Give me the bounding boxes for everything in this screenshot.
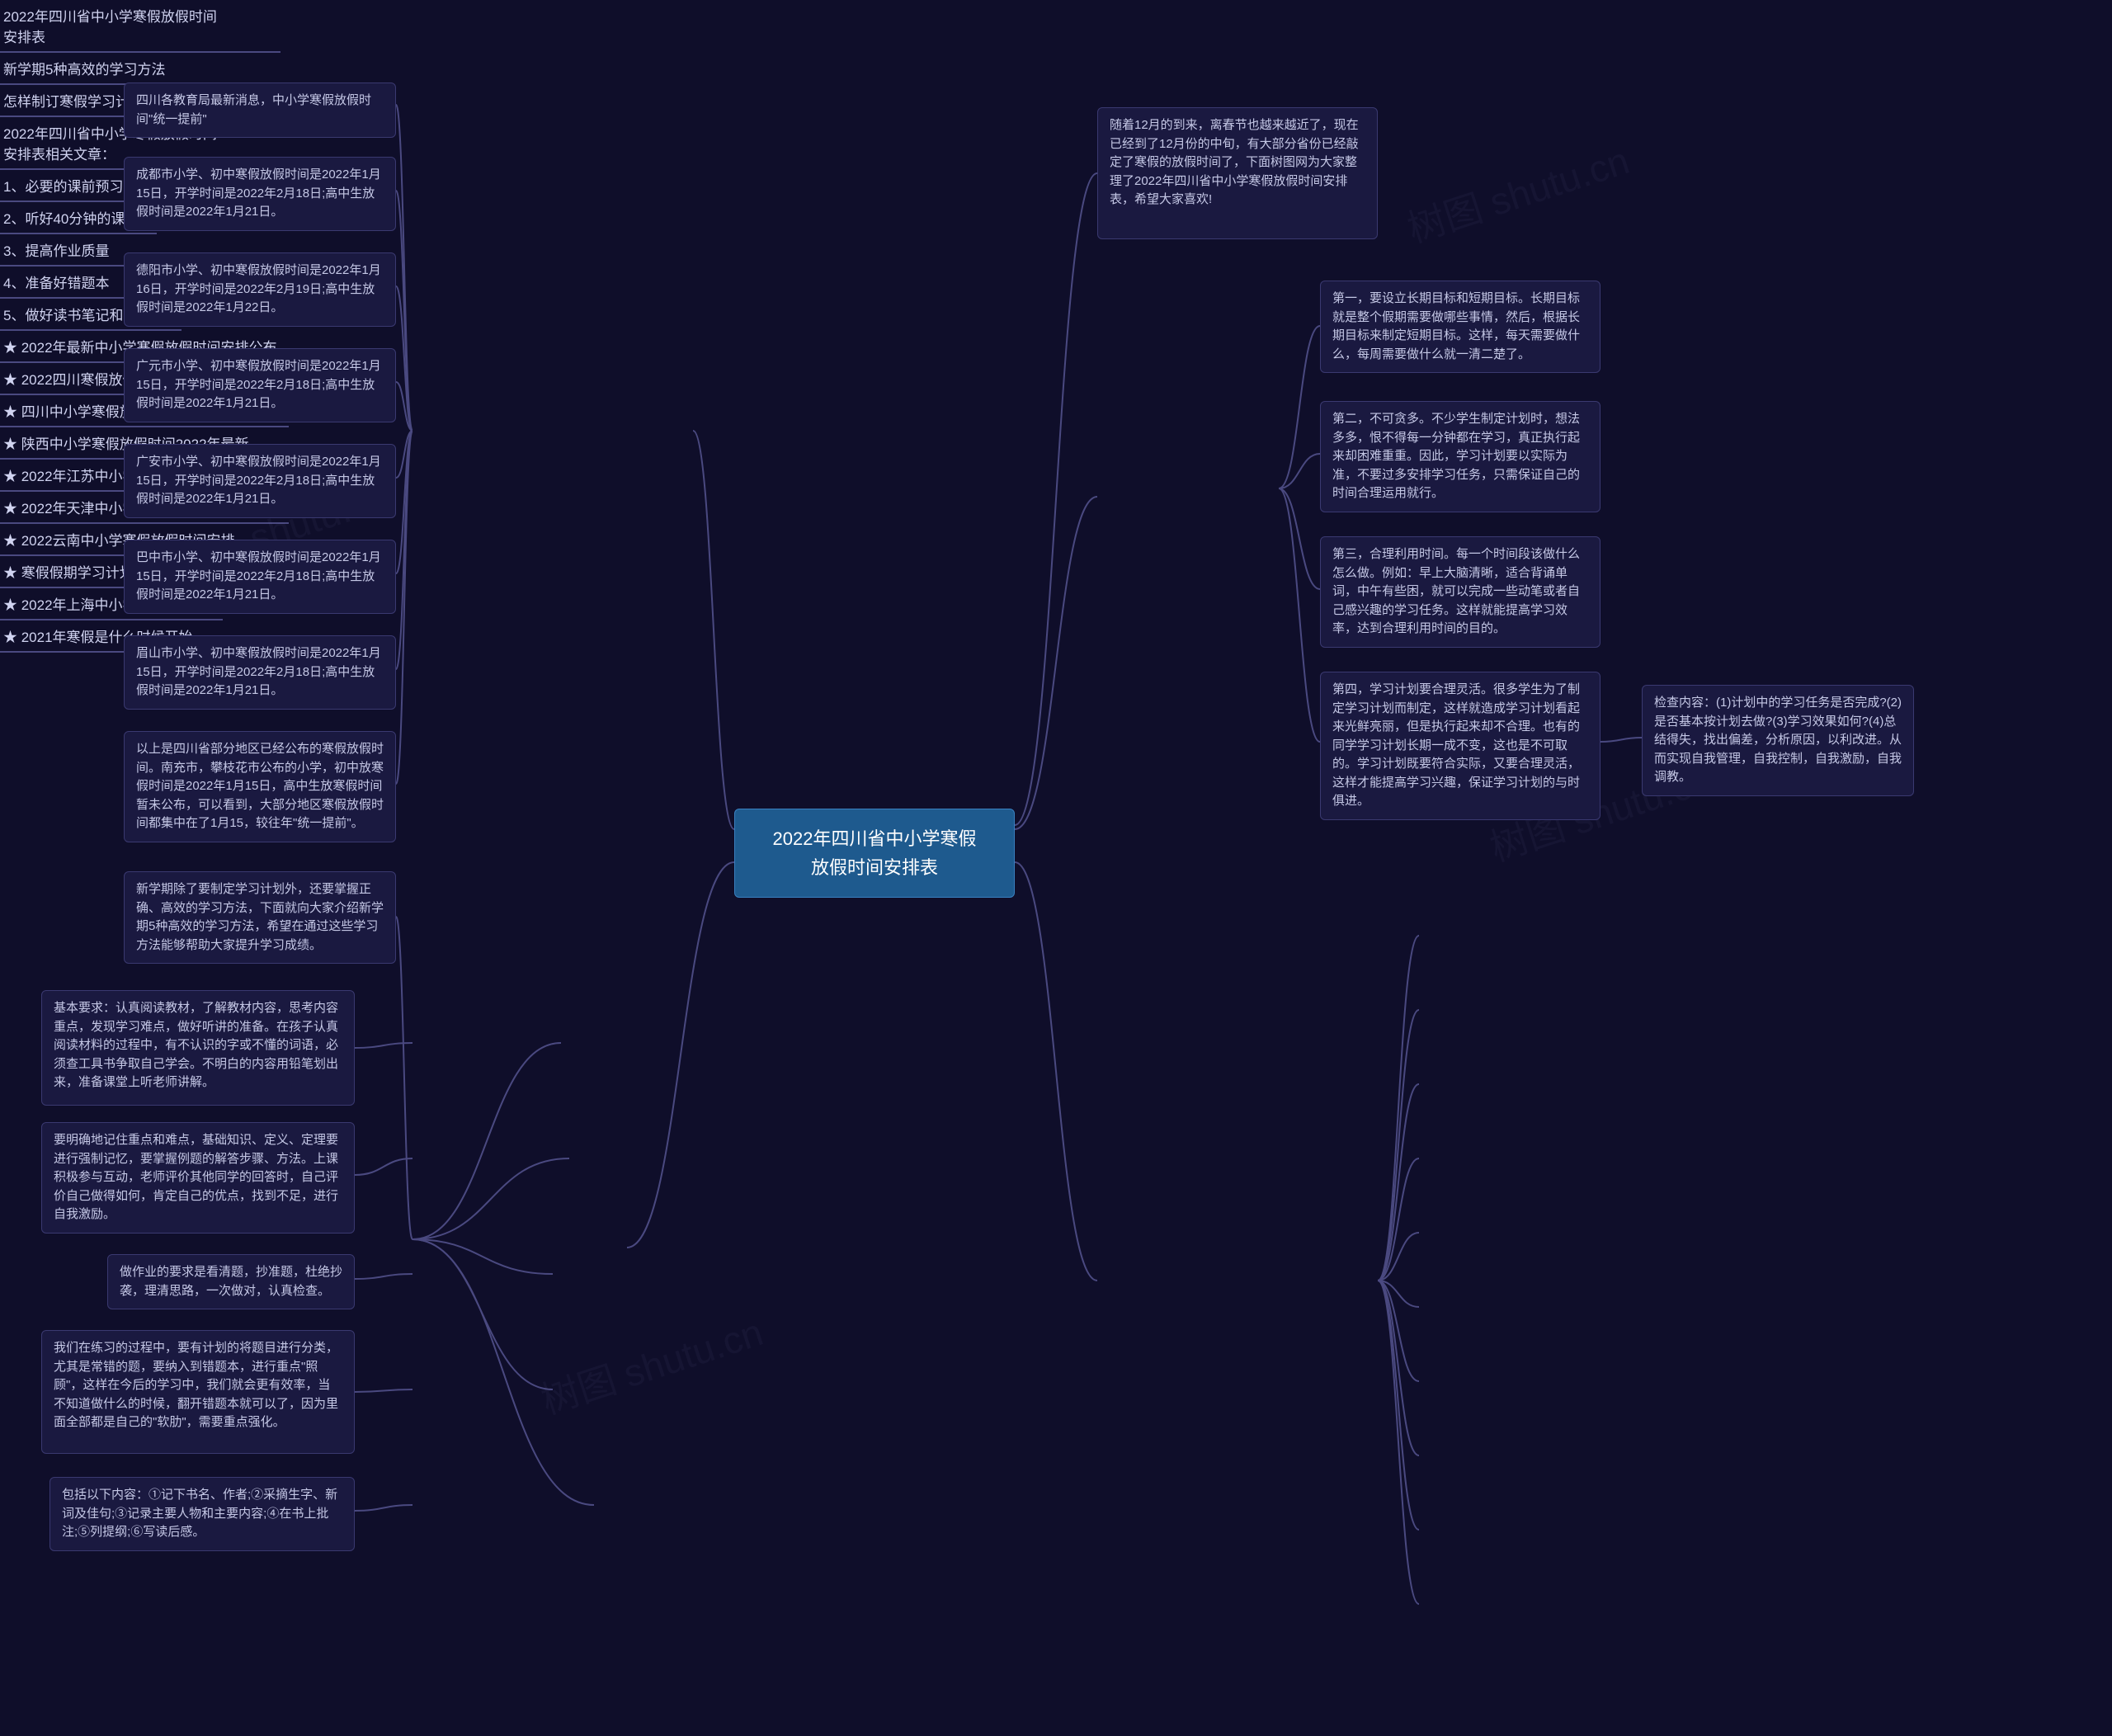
b1-leaf-4: 广安市小学、初中寒假放假时间是2022年1月15日，开学时间是2022年2月18… (124, 444, 396, 518)
central-node: 2022年四川省中小学寒假 放假时间安排表 (734, 809, 1015, 898)
b2-leaf-4: 包括以下内容：①记下书名、作者;②采摘生字、新词及佳句;③记录主要人物和主要内容… (50, 1477, 355, 1551)
b2-intro: 新学期除了要制定学习计划外，还要掌握正确、高效的学习方法，下面就向大家介绍新学期… (124, 871, 396, 964)
b1-leaf-0: 四川各教育局最新消息，中小学寒假放假时间"统一提前" (124, 83, 396, 138)
b1-leaf-7: 以上是四川省部分地区已经公布的寒假放假时间。南充市，攀枝花市公布的小学，初中放寒… (124, 731, 396, 842)
b2-leaf-2: 做作业的要求是看清题，抄准题，杜绝抄袭，理清思路，一次做对，认真检查。 (107, 1254, 355, 1309)
b1-leaf-2: 德阳市小学、初中寒假放假时间是2022年1月16日，开学时间是2022年2月19… (124, 252, 396, 327)
b2-leaf-3: 我们在练习的过程中，要有计划的将题目进行分类，尤其是常错的题，要纳入到错题本，进… (41, 1330, 355, 1454)
b3-leaf-2: 第三，合理利用时间。每一个时间段该做什么怎么做。例如：早上大脑清晰，适合背诵单词… (1320, 536, 1600, 648)
intro-node: 随着12月的到来，离春节也越来越近了，现在已经到了12月份的中旬，有大部分省份已… (1097, 107, 1378, 239)
b1-leaf-3: 广元市小学、初中寒假放假时间是2022年1月15日，开学时间是2022年2月18… (124, 348, 396, 422)
b1-leaf-5: 巴中市小学、初中寒假放假时间是2022年1月15日，开学时间是2022年2月18… (124, 540, 396, 614)
b3-leaf-3: 第四，学习计划要合理灵活。很多学生为了制定学习计划而制定，这样就造成学习计划看起… (1320, 672, 1600, 820)
b2-sub-2: 3、提高作业质量 (0, 234, 140, 267)
b2-leaf-1: 要明确地记住重点和难点，基础知识、定义、定理要进行强制记忆，要掌握例题的解答步骤… (41, 1122, 355, 1234)
b1-leaf-6: 眉山市小学、初中寒假放假时间是2022年1月15日，开学时间是2022年2月18… (124, 635, 396, 710)
branch-b1: 2022年四川省中小学寒假放假时间 安排表 (0, 0, 280, 53)
watermark: 树图 shutu.cn (534, 1303, 769, 1426)
b2-sub-3: 4、准备好错题本 (0, 267, 140, 299)
branch-b2: 新学期5种高效的学习方法 (0, 53, 214, 85)
b2-leaf-0: 基本要求：认真阅读教材，了解教材内容，思考内容重点，发现学习难点，做好听讲的准备… (41, 990, 355, 1106)
b3-leaf-0: 第一，要设立长期目标和短期目标。长期目标就是整个假期需要做哪些事情，然后，根据长… (1320, 281, 1600, 373)
b3-leaf-1: 第二，不可贪多。不少学生制定计划时，想法多多，恨不得每一分钟都在学习，真正执行起… (1320, 401, 1600, 512)
b1-leaf-1: 成都市小学、初中寒假放假时间是2022年1月15日，开学时间是2022年2月18… (124, 157, 396, 231)
b3-leaf-3-sub: 检查内容：(1)计划中的学习任务是否完成?(2)是否基本按计划去做?(3)学习效… (1642, 685, 1914, 796)
